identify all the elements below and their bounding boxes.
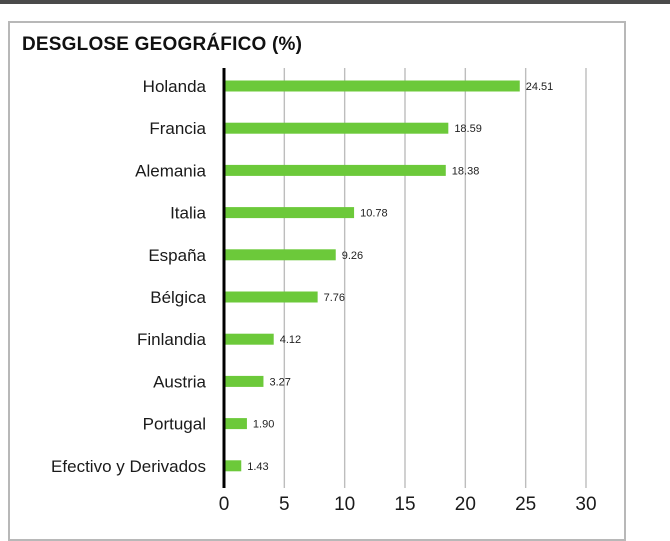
category-label: Alemania [135, 161, 206, 180]
bar [224, 291, 318, 303]
category-label: Austria [153, 372, 206, 391]
category-label: España [148, 246, 206, 265]
category-label: Italia [170, 204, 206, 223]
x-tick-label: 15 [394, 494, 415, 515]
bar [224, 207, 355, 219]
bar [224, 460, 242, 472]
x-tick-label: 10 [334, 494, 355, 515]
bar [224, 375, 264, 387]
x-tick-label: 20 [455, 494, 476, 515]
gridlines [283, 68, 587, 488]
category-label: Portugal [143, 415, 206, 434]
chart-title: DESGLOSE GEOGRÁFICO (%) [22, 34, 303, 55]
data-label: 1.43 [247, 461, 268, 473]
data-label: 1.90 [253, 419, 274, 431]
data-label: 9.26 [342, 250, 363, 262]
x-tick-label: 30 [575, 494, 596, 515]
data-label: 3.27 [269, 376, 290, 388]
bars [224, 80, 520, 472]
top-rule [0, 0, 670, 4]
bar-chart: 0 5 10 15 20 25 30 Holanda 24.51 Francia 18.59 Alem… [51, 68, 597, 515]
bar [224, 333, 274, 345]
data-label: 7.76 [324, 292, 345, 304]
category-label: Efectivo y Derivados [51, 457, 206, 476]
data-label: 18.38 [452, 165, 480, 177]
data-label: 18.59 [454, 123, 482, 135]
x-tick-label: 5 [279, 494, 290, 515]
category-label: Finlandia [137, 330, 207, 349]
bar [224, 164, 446, 176]
category-label: Bélgica [150, 288, 206, 307]
x-tick-label: 0 [219, 494, 230, 515]
category-label: Francia [149, 119, 206, 138]
data-label: 24.51 [526, 81, 554, 93]
chart-card [8, 21, 626, 541]
category-label: Holanda [143, 77, 207, 96]
data-label: 10.78 [360, 208, 388, 220]
data-label: 4.12 [280, 334, 301, 346]
labels: 0 5 10 15 20 25 30 Holanda 24.51 Francia 18.59 Alem… [51, 77, 597, 515]
bar [224, 80, 520, 92]
bar [224, 249, 336, 261]
x-tick-label: 25 [515, 494, 536, 515]
bar [224, 418, 247, 430]
bar [224, 122, 449, 134]
